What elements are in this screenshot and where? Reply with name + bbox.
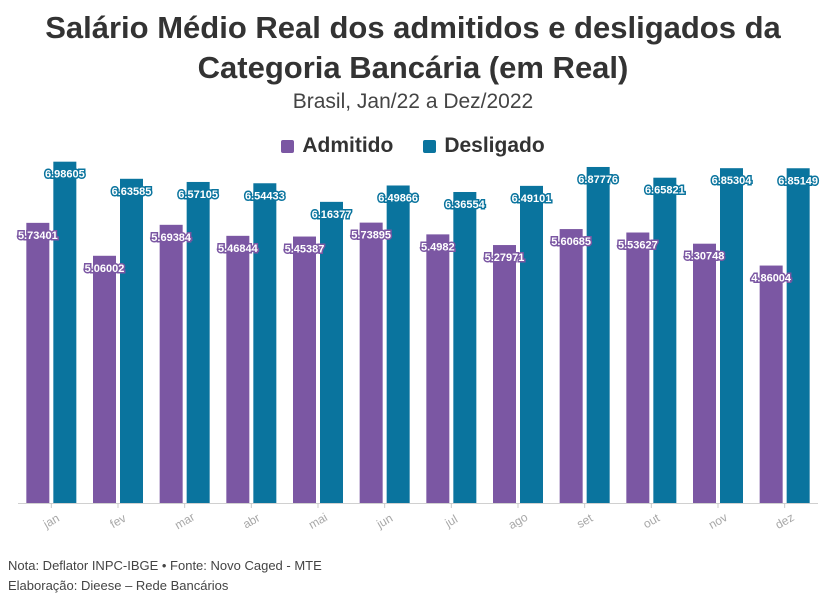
bar-desligado-jan [53, 161, 77, 503]
bar-admitido-out [626, 232, 650, 503]
x-tick-label-out: out [641, 510, 663, 531]
data-label-desligado-jul: 6.36554 [445, 199, 486, 211]
data-label-admitido-mai: 5.45387 [285, 244, 325, 256]
bar-desligado-abr [253, 183, 277, 503]
legend-label-admitido: Admitido [302, 134, 394, 157]
bar-desligado-dez [786, 168, 810, 503]
legend-item-admitido[interactable]: Admitido [281, 134, 393, 158]
bar-desligado-set [586, 166, 610, 503]
data-label-admitido-out: 5.53627 [618, 240, 658, 252]
legend-swatch-admitido [281, 139, 295, 153]
data-label-admitido-ago: 5.27971 [485, 252, 525, 264]
data-label-admitido-mar: 5.69384 [151, 232, 192, 244]
data-label-admitido-jul: 5.4982 [421, 241, 455, 253]
x-tick-label-abr: abr [240, 511, 262, 532]
bar-desligado-mai [320, 201, 343, 503]
x-tick-label-mar: mar [172, 510, 197, 532]
bar-desligado-jul [453, 191, 477, 503]
data-label-desligado-ago: 6.49101 [512, 193, 552, 205]
bar-admitido-fev [93, 255, 116, 503]
bar-admitido-set [559, 229, 583, 504]
bar-desligado-jun [386, 185, 410, 504]
bar-admitido-jan [26, 222, 50, 503]
legend-label-desligado: Desligado [444, 134, 545, 157]
data-label-desligado-set: 6.87776 [578, 174, 618, 186]
x-tick-label-dez: dez [773, 510, 797, 532]
bar-desligado-nov [720, 168, 743, 503]
bar-admitido-mar [159, 224, 183, 503]
bar-desligado-fev [120, 178, 143, 504]
bar-admitido-jun [359, 222, 383, 503]
bar-desligado-ago [520, 185, 543, 503]
x-tick-label-mai: mai [306, 510, 330, 532]
data-label-admitido-abr: 5.46844 [218, 243, 259, 255]
x-tick-label-ago: ago [506, 510, 531, 532]
data-label-desligado-out: 6.65821 [645, 185, 685, 197]
x-tick-label-jul: jul [442, 512, 460, 531]
data-label-desligado-dez: 6.85149 [778, 175, 818, 187]
x-tick-label-nov: nov [706, 510, 730, 532]
bar-admitido-jul [426, 234, 450, 503]
footer-credit: Elaboração: Dieese – Rede Bancários [8, 578, 229, 593]
chart-subtitle: Brasil, Jan/22 a Dez/2022 [292, 90, 534, 113]
data-label-desligado-fev: 6.63585 [112, 186, 152, 198]
x-tick-label-fev: fev [108, 511, 129, 531]
bar-admitido-ago [493, 245, 516, 503]
data-label-admitido-jan: 5.73401 [18, 230, 58, 242]
data-label-admitido-dez: 4.86004 [751, 273, 792, 285]
bar-admitido-abr [226, 235, 250, 504]
bar-admitido-nov [693, 243, 716, 503]
footer-note: Nota: Deflator INPC-IBGE • Fonte: Novo C… [8, 558, 322, 573]
data-label-desligado-mai: 6.16377 [312, 209, 352, 221]
data-label-admitido-nov: 5.30748 [685, 251, 725, 263]
data-label-desligado-jun: 6.49866 [378, 192, 418, 204]
legend: Admitido Desligado [0, 134, 826, 158]
legend-swatch-desligado [423, 139, 437, 153]
data-label-admitido-set: 5.60685 [551, 236, 591, 248]
bar-admitido-dez [759, 265, 783, 503]
x-tick-label-jan: jan [40, 511, 62, 532]
data-label-desligado-jan: 6.98605 [45, 169, 85, 181]
data-label-admitido-jun: 5.73895 [351, 230, 391, 242]
data-label-desligado-mar: 6.57105 [178, 189, 218, 201]
bar-desligado-out [653, 177, 677, 503]
data-label-desligado-abr: 6.54433 [245, 190, 285, 202]
bar-admitido-mai [293, 236, 316, 503]
chart-title: Salário Médio Real dos admitidos e desli… [45, 10, 781, 85]
bar-desligado-mar [186, 181, 210, 503]
data-label-desligado-nov: 6.85304 [712, 175, 753, 187]
x-tick-label-set: set [574, 511, 595, 531]
data-label-admitido-fev: 5.06002 [85, 263, 125, 275]
x-tick-label-jun: jun [373, 511, 395, 532]
legend-item-desligado[interactable]: Desligado [423, 134, 545, 158]
